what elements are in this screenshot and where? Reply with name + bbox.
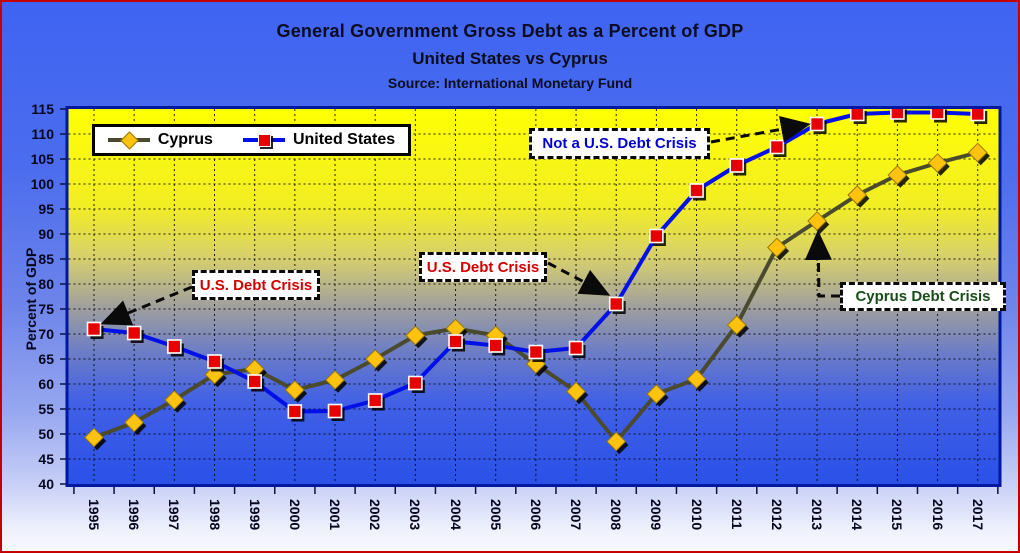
y-tick-label-115: 115	[31, 101, 54, 117]
legend-label-cyprus: Cyprus	[157, 131, 213, 148]
x-tick-label-1995: 1995	[86, 499, 102, 531]
x-tick-label-2012: 2012	[768, 499, 785, 531]
y-tick-label-70: 70	[38, 326, 54, 342]
title-block: General Government Gross Debt as a Perce…	[2, 2, 1018, 91]
x-tick-label-2004: 2004	[447, 499, 464, 531]
x-tick-label-1996: 1996	[126, 499, 143, 531]
diamond-marker-icon	[120, 131, 139, 150]
x-tick-label-1997: 1997	[166, 499, 183, 531]
x-tick-label-2002: 2002	[367, 499, 384, 531]
x-tick-label-2003: 2003	[407, 499, 424, 531]
x-tick-label-2015: 2015	[889, 499, 906, 531]
x-tick-label-1998: 1998	[206, 499, 223, 531]
chart-subtitle: United States vs Cyprus	[412, 49, 608, 68]
y-tick-label-95: 95	[38, 201, 54, 217]
y-tick-label-65: 65	[38, 351, 54, 367]
y-tick-label-90: 90	[38, 226, 54, 242]
y-tick-label-75: 75	[38, 301, 54, 317]
legend: Cyprus United States	[92, 124, 411, 156]
y-tick-label-100: 100	[30, 176, 54, 192]
x-tick-label-2014: 2014	[849, 499, 866, 531]
x-tick-label-1999: 1999	[246, 499, 263, 531]
x-tick-label-2011: 2011	[728, 499, 745, 530]
y-tick-label-110: 110	[31, 126, 54, 142]
square-marker-icon	[257, 134, 271, 147]
us-line-sample	[242, 132, 285, 148]
annotation-us-debt-crisis-2008: U.S. Debt Crisis	[419, 252, 547, 282]
annotation-not-a-us-debt-crisis: Not a U.S. Debt Crisis	[529, 128, 710, 159]
x-tick-label-2010: 2010	[688, 499, 705, 531]
x-tick-label-2000: 2000	[286, 499, 303, 531]
chart-title: General Government Gross Debt as a Perce…	[276, 21, 744, 41]
annotation-cyprus-debt-crisis: Cyprus Debt Crisis	[840, 282, 1006, 311]
legend-label-united-states: United States	[292, 131, 396, 148]
x-tick-label-2009: 2009	[648, 499, 665, 531]
legend-item-cyprus: Cyprus	[107, 131, 213, 150]
x-tick-label-2016: 2016	[929, 499, 946, 531]
y-tick-label-45: 45	[38, 451, 54, 467]
cyprus-line-sample	[107, 131, 150, 150]
x-tick-label-2005: 2005	[487, 499, 504, 531]
y-tick-label-60: 60	[38, 376, 54, 392]
chart-source: Source: International Monetary Fund	[387, 75, 633, 91]
y-tick-label-105: 105	[30, 151, 54, 167]
x-tick-label-2001: 2001	[327, 499, 344, 531]
annotation-us-debt-crisis-1995: U.S. Debt Crisis	[192, 270, 320, 300]
x-tick-label-2006: 2006	[527, 499, 544, 531]
x-tick-label-2007: 2007	[568, 499, 585, 531]
legend-item-united-states: United States	[242, 131, 396, 149]
x-tick-label-2013: 2013	[809, 499, 826, 531]
x-tick-label-2017: 2017	[969, 499, 986, 531]
x-tick-label-2008: 2008	[608, 499, 625, 531]
y-tick-label-80: 80	[38, 276, 54, 292]
y-tick-label-50: 50	[38, 426, 54, 442]
y-tick-label-85: 85	[38, 251, 54, 267]
y-tick-label-55: 55	[38, 401, 54, 417]
y-tick-label-40: 40	[38, 476, 54, 492]
